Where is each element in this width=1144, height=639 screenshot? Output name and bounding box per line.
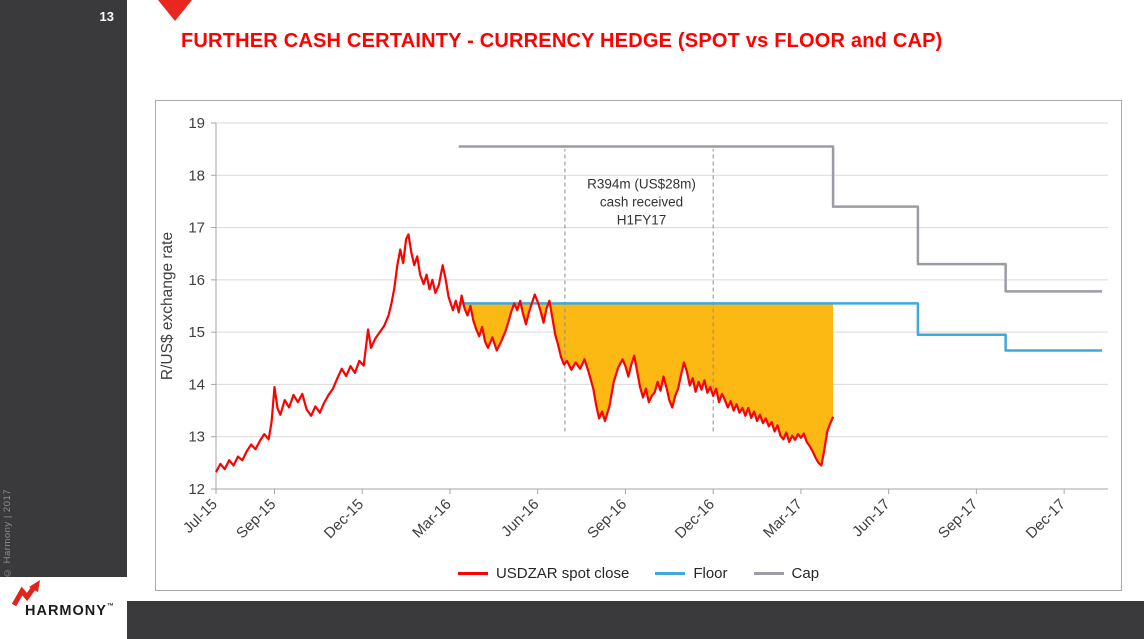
cap-line bbox=[458, 145, 1103, 293]
legend-swatch-cap-line bbox=[753, 572, 784, 575]
exchange-rate-chart: 12 13 14 15 16 17 18 19 Jul-15 Sep-15 Dec-15 Mar-16… bbox=[159, 115, 1108, 542]
y-tick-label: 12 bbox=[188, 481, 205, 498]
floor-line bbox=[458, 302, 1103, 352]
y-tick-label: 16 bbox=[188, 272, 205, 289]
brand-name: HARMONY™ bbox=[25, 603, 114, 619]
legend-item-cap: Cap bbox=[753, 565, 820, 582]
x-tick-label: Dec-16 bbox=[672, 496, 718, 542]
copyright-text: © Harmony | 2017 bbox=[2, 488, 13, 578]
legend-swatch-spot-line bbox=[457, 572, 488, 575]
x-tick-label: Sep-17 bbox=[935, 496, 981, 542]
x-tick-label: Sep-15 bbox=[233, 496, 279, 542]
x-tick-label: Mar-16 bbox=[409, 496, 455, 542]
hedge-benefit-area bbox=[458, 303, 834, 466]
y-tick-label: 14 bbox=[188, 376, 205, 393]
slide-title: FURTHER CASH CERTAINTY - CURRENCY HEDGE … bbox=[181, 30, 943, 52]
x-tick-label: Dec-17 bbox=[1023, 496, 1069, 542]
chart-legend: USDZAR spot close Floor Cap bbox=[156, 565, 1121, 582]
annotation-line: cash received bbox=[600, 194, 683, 209]
sidebar: 13 © Harmony | 2017 bbox=[0, 0, 127, 639]
x-tick-label: Jul-15 bbox=[180, 496, 221, 537]
legend-item-floor: Floor bbox=[655, 565, 728, 582]
x-tick-label: Jun-16 bbox=[498, 496, 542, 540]
y-tick-label: 18 bbox=[188, 167, 205, 184]
red-triangle-marker bbox=[158, 0, 192, 21]
legend-label-cap: Cap bbox=[791, 565, 820, 582]
harmony-logo: HARMONY™ bbox=[0, 577, 127, 639]
x-tick-label: Dec-15 bbox=[321, 496, 367, 542]
annotation-line: H1FY17 bbox=[617, 212, 667, 227]
x-tick-label: Sep-16 bbox=[584, 496, 630, 542]
y-axis-title: R/US$ exchange rate bbox=[159, 232, 176, 380]
footer-bar bbox=[0, 601, 1144, 639]
chart-container: 12 13 14 15 16 17 18 19 Jul-15 Sep-15 Dec-15 Mar-16… bbox=[155, 100, 1122, 591]
brand-text: HARMONY bbox=[25, 603, 107, 619]
legend-label-floor: Floor bbox=[693, 565, 728, 582]
y-tick-label: 19 bbox=[188, 115, 205, 132]
y-tick-label: 13 bbox=[188, 429, 205, 446]
x-tick-label: Jun-17 bbox=[849, 496, 893, 540]
y-tick-label: 15 bbox=[188, 324, 205, 341]
logo-arrow-icon bbox=[12, 580, 40, 607]
legend-swatch-floor-line bbox=[655, 572, 686, 575]
trademark-symbol: ™ bbox=[106, 603, 114, 610]
x-tick-label: Mar-17 bbox=[760, 496, 806, 542]
page-number: 13 bbox=[99, 9, 114, 24]
legend-item-spot: USDZAR spot close bbox=[457, 565, 630, 582]
y-tick-label: 17 bbox=[188, 220, 205, 237]
annotation-line: R394m (US$28m) bbox=[587, 176, 696, 191]
spot-line bbox=[215, 233, 835, 473]
legend-label-spot: USDZAR spot close bbox=[495, 565, 630, 582]
